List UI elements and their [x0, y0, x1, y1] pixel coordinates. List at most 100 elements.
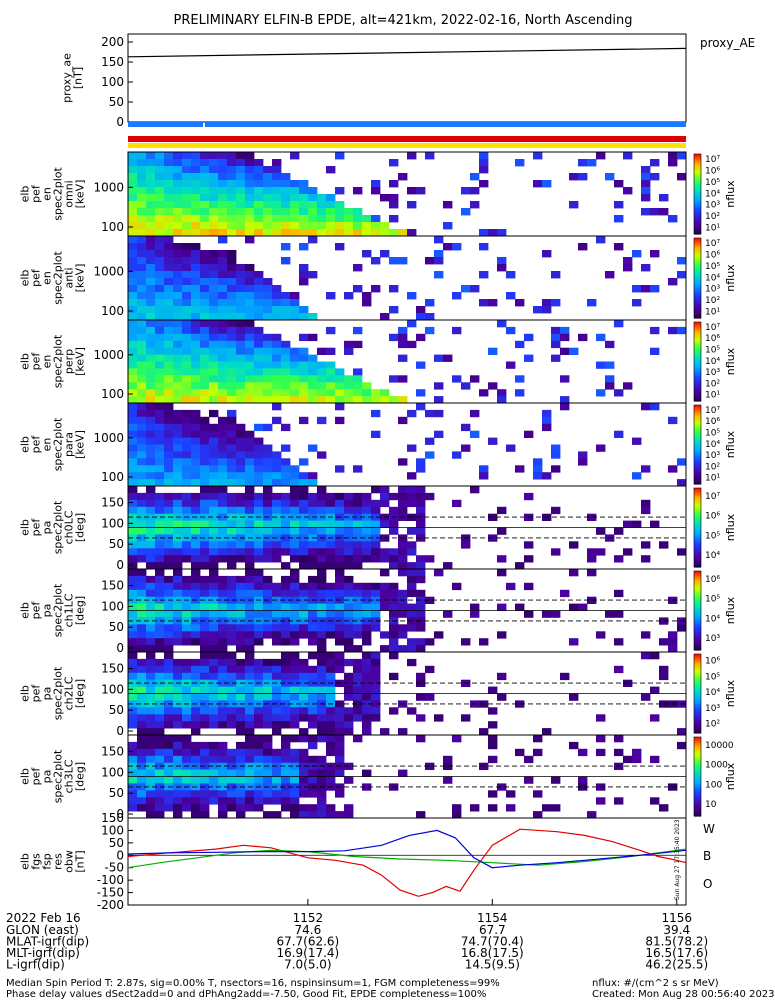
spectrogram-cell — [155, 506, 165, 515]
spectrogram-cell — [182, 306, 192, 314]
spectrogram-cell — [209, 762, 219, 770]
colorbar-cell — [694, 195, 701, 198]
spectrogram-cell — [326, 665, 336, 674]
colorbar-cell — [694, 713, 701, 716]
colorbar-cell — [694, 256, 701, 259]
spectrogram-cell — [380, 569, 390, 577]
spectrogram-cell — [407, 320, 417, 328]
spectrogram-cell — [560, 375, 570, 383]
spectrogram-cell — [326, 548, 336, 556]
spectrogram-cell — [182, 361, 192, 369]
spectrogram-cell — [326, 610, 336, 618]
colorbar-cell — [694, 242, 701, 244]
spectrogram-cell — [389, 215, 399, 223]
spectrogram-cell — [164, 638, 174, 646]
spectrogram-cell — [569, 603, 579, 611]
spectrogram-cell — [308, 333, 318, 342]
spectrogram-cell — [128, 797, 138, 805]
spectrogram-cell — [254, 790, 264, 798]
colorbar-cell — [694, 742, 701, 745]
spectrogram-cell — [236, 479, 246, 487]
spectrogram-cell — [308, 506, 318, 515]
spectrogram-cell — [209, 354, 219, 362]
spectrogram-cell — [317, 624, 327, 632]
spectrogram-cell — [407, 610, 417, 618]
spectrogram-cell — [281, 299, 291, 307]
spectrogram-cell — [173, 382, 183, 390]
colorbar-cell — [694, 263, 701, 266]
spectrogram-cell — [281, 465, 291, 473]
spectrogram-cell — [128, 721, 138, 729]
spectrogram-cell — [209, 347, 219, 355]
spectrogram-cell — [425, 437, 435, 445]
spectrogram-cell — [218, 617, 228, 625]
spectrogram-cell — [218, 361, 228, 369]
spectrogram-cell — [254, 748, 264, 757]
spectrogram-cell — [677, 326, 687, 335]
spectrogram-cell — [137, 403, 147, 411]
spectrogram-cell — [326, 707, 336, 715]
fgs-series-W — [127, 828, 687, 897]
spectrogram-cell — [191, 173, 201, 181]
spectrogram-cell — [137, 152, 147, 160]
spectrogram-cell — [353, 700, 363, 708]
spectrogram-cell — [380, 582, 390, 591]
spectrogram-cell — [515, 700, 525, 708]
elb_pef_en_spec2plot_anti-ylabel-line: elb — [19, 270, 32, 287]
spectrogram-cell — [344, 292, 354, 300]
elb_pef_pa_spec2plot_ch1LC-ylabel-line: elb — [19, 602, 32, 619]
spectrogram-cell — [182, 472, 192, 480]
colorbar-cell — [694, 477, 701, 480]
spectrogram-cell — [299, 541, 309, 549]
spectrogram-cell — [398, 541, 408, 549]
spectrogram-cell — [254, 665, 264, 674]
colorbar-cell — [694, 706, 701, 709]
spectrogram-cell — [245, 776, 255, 784]
spectrogram-cell — [479, 299, 489, 307]
colorbar-cell — [694, 183, 701, 186]
spectrogram-cell — [488, 741, 498, 750]
spectrogram-cell — [290, 299, 300, 307]
spectrogram-cell — [299, 520, 309, 528]
colorbar-cell — [694, 700, 701, 702]
spectrogram-cell — [497, 229, 507, 237]
spectrogram-cell — [461, 541, 471, 549]
spectrogram-cell — [308, 804, 318, 812]
spectrogram-cell — [614, 748, 624, 757]
spectrogram-cell — [488, 790, 498, 798]
spectrogram-cell — [668, 326, 678, 335]
ephemeris-value: 74.6 — [294, 923, 321, 937]
colorbar-cell — [694, 759, 701, 762]
spectrogram-cell — [200, 278, 210, 286]
colorbar-cell — [694, 738, 701, 741]
spectrogram-cell — [398, 416, 408, 425]
spectrogram-cell — [245, 555, 255, 563]
elb_pef_pa_spec2plot_ch3LC-ylabel-line: ch3LC — [63, 759, 76, 793]
spectrogram-cell — [155, 728, 165, 736]
spectrogram-cell — [146, 264, 156, 272]
spectrogram-cell — [245, 444, 255, 452]
spectrogram-cell — [164, 437, 174, 445]
spectrogram-cell — [137, 575, 147, 584]
spectrogram-cell — [344, 389, 354, 397]
spectrogram-cell — [200, 769, 210, 777]
spectrogram-cell — [272, 375, 282, 383]
colorbar-cell — [694, 792, 701, 795]
elb_pef_pa_spec2plot_ch2LC-ylabel-line: ch2LC — [63, 676, 76, 710]
colorbar-cell — [694, 433, 701, 436]
spectrogram-cell — [191, 714, 201, 722]
spectrogram-cell — [263, 173, 273, 181]
spectrogram-cell — [254, 741, 264, 750]
spectrogram-cell — [173, 375, 183, 383]
spectrogram-cell — [245, 714, 255, 722]
spectrogram-cell — [254, 382, 264, 390]
spectrogram-cell — [452, 582, 462, 591]
spectrogram-cell — [173, 222, 183, 230]
spectrogram-cell — [173, 582, 183, 591]
spectrogram-cell — [191, 755, 201, 764]
spectrogram-cell — [191, 340, 201, 349]
spectrogram-cell — [488, 804, 498, 812]
spectrogram-cell — [389, 631, 399, 639]
spectrogram-cell — [173, 541, 183, 549]
spectrogram-cell — [254, 575, 264, 584]
